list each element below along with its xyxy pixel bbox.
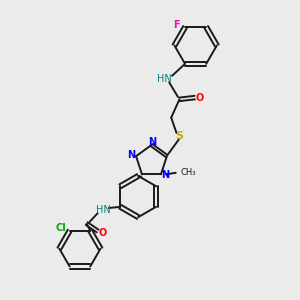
Text: O: O [195, 93, 203, 103]
Text: CH₃: CH₃ [180, 168, 196, 177]
Text: HN: HN [95, 206, 110, 215]
Text: N: N [148, 137, 156, 147]
Text: Cl: Cl [56, 223, 67, 233]
Text: F: F [173, 20, 180, 30]
Text: N: N [161, 170, 169, 180]
Text: S: S [175, 131, 183, 141]
Text: HN: HN [157, 74, 172, 84]
Text: N: N [128, 150, 136, 160]
Text: O: O [99, 228, 107, 238]
